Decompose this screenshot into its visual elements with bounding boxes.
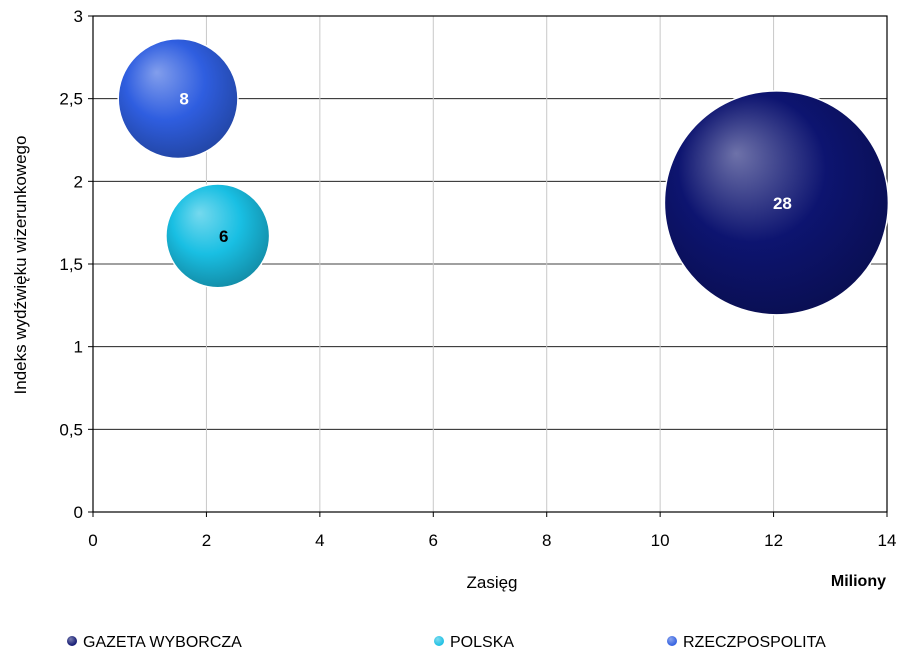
bubble-value-label: 6 [219,227,228,246]
bubble-value-label: 8 [179,90,188,109]
y-axis-title: Indeks wydźwięku wizerunkowego [11,136,30,395]
legend-entry: GAZETA WYBORCZA [83,634,242,651]
legend-entry: POLSKA [450,634,514,651]
x-tick-label: 4 [315,531,324,550]
legend-entry: RZECZPOSPOLITA [683,634,826,651]
bubble-value-label: 28 [773,194,792,213]
axis-ticks: 0 0,5 1 1,5 2 2,5 3 0 2 4 6 8 10 12 14 [59,7,896,550]
x-tick-label: 8 [542,531,551,550]
bubbles: 28 6 8 [117,38,890,316]
bubble-gazeta-wyborcza [663,90,890,316]
legend-marker [434,636,444,646]
x-tick-label: 6 [429,531,438,550]
bubble-polska [165,183,271,289]
legend: GAZETA WYBORCZA POLSKA RZECZPOSPOLITA [67,634,826,651]
x-tick-label: 2 [202,531,211,550]
x-tick-label: 0 [88,531,97,550]
legend-marker [67,636,77,646]
y-tick-label: 2,5 [59,90,83,109]
y-tick-label: 2 [74,172,83,191]
x-axis-title: Zasięg [466,573,517,592]
x-tick-label: 10 [651,531,670,550]
y-tick-label: 0 [74,503,83,522]
y-tick-label: 1,5 [59,255,83,274]
bubble-rzeczpospolita [117,38,239,160]
legend-marker [667,636,677,646]
x-tick-label: 14 [878,531,897,550]
y-tick-label: 0,5 [59,420,83,439]
x-tick-label: 12 [764,531,783,550]
y-tick-label: 3 [74,7,83,26]
y-tick-label: 1 [74,338,83,357]
x-axis-unit: Miliony [831,573,886,590]
